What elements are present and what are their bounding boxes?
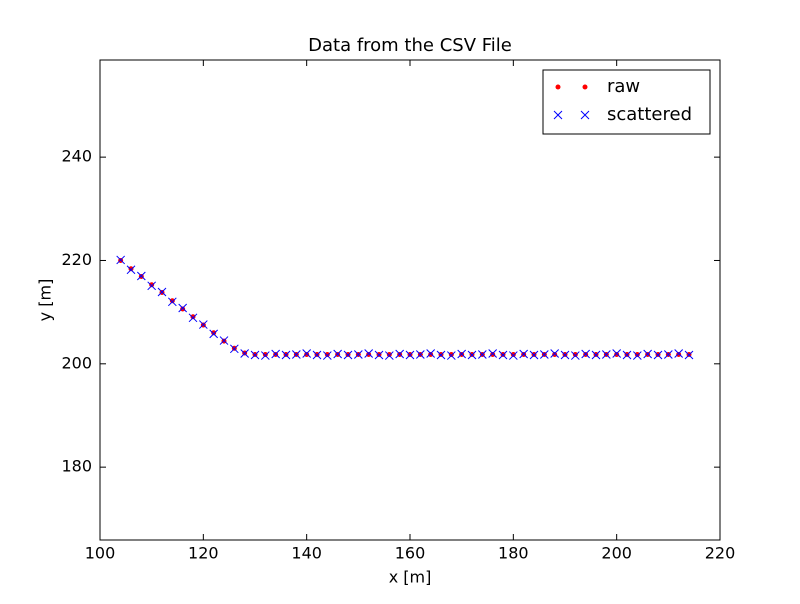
legend-marker [582, 84, 588, 90]
x-marker [384, 351, 394, 360]
x-marker [167, 297, 177, 307]
x-tick-label: 140 [291, 544, 322, 563]
x-marker [653, 350, 663, 360]
x-marker [674, 349, 684, 358]
x-marker [405, 350, 415, 360]
y-tick-label: 240 [61, 147, 92, 166]
x-marker [333, 349, 343, 359]
y-tick-label: 180 [61, 457, 92, 476]
x-axis-label: x [m] [389, 568, 432, 587]
legend-marker [553, 110, 563, 120]
x-marker [622, 350, 632, 360]
x-marker [157, 287, 167, 297]
x-marker [136, 271, 146, 281]
dot-marker [572, 352, 578, 358]
y-axis-label: y [m] [36, 279, 55, 322]
x-marker [436, 350, 446, 360]
dot-marker [324, 352, 330, 358]
x-marker [198, 320, 208, 329]
x-marker [519, 349, 529, 359]
x-marker [312, 350, 322, 360]
x-marker [477, 350, 487, 359]
x-marker [126, 265, 136, 275]
x-marker [508, 351, 518, 360]
dot-marker [304, 352, 310, 358]
dot-marker [634, 352, 640, 358]
dot-marker [366, 352, 372, 358]
x-marker [188, 313, 198, 323]
dot-marker [149, 282, 155, 288]
x-marker [302, 349, 312, 358]
x-marker [240, 349, 250, 358]
x-marker [550, 349, 560, 358]
x-marker [395, 349, 405, 359]
dot-marker [386, 352, 392, 358]
plot-frame [99, 59, 721, 541]
dot-marker [262, 352, 268, 358]
x-tick-label: 220 [705, 544, 736, 563]
x-marker [457, 349, 467, 359]
x-marker [353, 350, 363, 359]
x-marker [632, 351, 642, 360]
x-marker [147, 281, 157, 291]
x-marker [581, 349, 591, 359]
dot-marker [510, 352, 516, 358]
x-marker [415, 350, 425, 359]
x-marker [488, 349, 498, 358]
x-tick-label: 200 [601, 544, 632, 563]
x-marker [612, 349, 622, 358]
dot-marker [552, 352, 558, 358]
x-marker [467, 350, 477, 360]
dot-marker [211, 330, 217, 336]
x-marker [684, 350, 694, 360]
x-marker [591, 350, 601, 360]
x-marker [229, 344, 239, 354]
x-marker [426, 349, 436, 358]
x-marker [250, 350, 260, 360]
x-marker [260, 351, 270, 360]
x-tick-label: 180 [498, 544, 529, 563]
legend-label: scattered [607, 104, 692, 125]
x-marker [529, 350, 539, 360]
x-marker [643, 349, 653, 359]
legend-box [542, 69, 711, 135]
x-tick-label: 160 [395, 544, 426, 563]
x-marker [219, 336, 229, 345]
y-tick-label: 220 [61, 250, 92, 269]
legend-label: raw [607, 76, 640, 97]
x-marker [560, 350, 570, 360]
x-marker [178, 303, 188, 313]
x-marker [498, 350, 508, 360]
x-marker [570, 351, 580, 360]
x-marker [446, 351, 456, 360]
x-marker [116, 255, 126, 265]
dot-marker [190, 314, 196, 320]
x-marker [281, 350, 291, 360]
x-marker [601, 350, 611, 359]
dot-marker [428, 352, 434, 358]
dot-marker [490, 352, 496, 358]
y-tick-label: 200 [61, 353, 92, 372]
x-marker [343, 350, 353, 360]
x-marker [663, 350, 673, 359]
dot-marker [676, 352, 682, 358]
dot-marker [169, 298, 175, 304]
legend-marker [555, 84, 561, 90]
legend-marker [580, 110, 590, 120]
dot-marker [448, 352, 454, 358]
x-marker [539, 350, 549, 359]
x-marker [322, 351, 332, 360]
x-marker [291, 350, 301, 359]
x-marker [374, 350, 384, 360]
dot-marker [180, 306, 186, 312]
dot-marker [614, 352, 620, 358]
x-marker [364, 349, 374, 358]
x-tick-label: 120 [188, 544, 219, 563]
dot-marker [128, 266, 134, 272]
x-tick-label: 100 [85, 544, 116, 563]
chart-title: Data from the CSV File [308, 35, 512, 56]
x-marker [209, 329, 219, 339]
x-marker [271, 349, 281, 359]
